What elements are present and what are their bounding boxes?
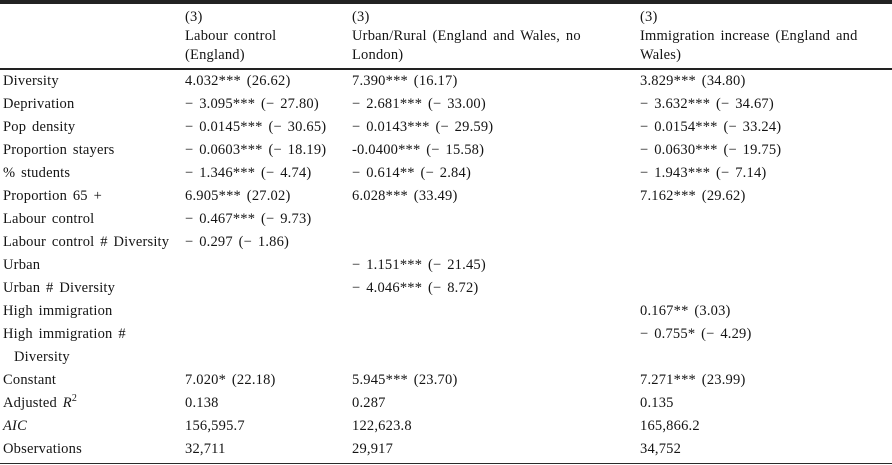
table-row-pop-density: Pop density − 0.0145*** (− 30.65) − 0.01…	[0, 116, 892, 139]
table-row-labour-control: Labour control − 0.467*** (− 9.73)	[0, 208, 892, 231]
row-label: Pop density	[3, 119, 76, 135]
row-label-line2: Diversity	[14, 349, 70, 365]
row-label: Constant	[3, 372, 57, 388]
cell-model1: − 0.297 (− 1.86)	[185, 234, 290, 250]
cell-model1: 4.032*** (26.62)	[185, 73, 291, 89]
model-name-line2: London)	[352, 47, 404, 63]
cell-model3: − 3.632*** (− 34.67)	[640, 96, 774, 112]
header-divider-rule	[0, 68, 892, 70]
table-row-aic: AIC 156,595.7 122,623.8 165,866.2	[0, 415, 892, 438]
table-top-rule	[0, 0, 892, 4]
cell-model3: − 0.0630*** (− 19.75)	[640, 142, 782, 158]
cell-model3: 165,866.2	[640, 418, 700, 434]
table-row-high-immigration-diversity: High immigration # Diversity − 0.755* (−…	[0, 323, 892, 369]
row-label: Proportion 65 +	[3, 188, 102, 204]
cell-model2: − 2.681*** (− 33.00)	[352, 96, 486, 112]
table-row-observations: Observations 32,711 29,917 34,752	[0, 438, 892, 461]
row-label: Observations	[3, 441, 82, 457]
model-name-line1: Immigration increase (England and	[640, 28, 858, 44]
cell-model3: − 0.0154*** (− 33.24)	[640, 119, 782, 135]
table-row-pct-students: % students − 1.346*** (− 4.74) − 0.614**…	[0, 162, 892, 185]
row-label-r: R	[62, 395, 72, 411]
cell-model2: − 4.046*** (− 8.72)	[352, 280, 479, 296]
table-row-constant: Constant 7.020* (22.18) 5.945*** (23.70)…	[0, 369, 892, 392]
cell-model2: -0.0400*** (− 15.58)	[352, 142, 485, 158]
row-label: Proportion stayers	[3, 142, 115, 158]
cell-model1: 0.138	[185, 395, 219, 411]
row-label-prefix: Adjusted	[3, 395, 63, 411]
row-label: High immigration	[3, 303, 113, 319]
row-label: Urban # Diversity	[3, 280, 116, 296]
model-name-line2: (England)	[185, 47, 245, 63]
table-row-proportion-stayers: Proportion stayers − 0.0603*** (− 18.19)…	[0, 139, 892, 162]
cell-model2: − 0.614** (− 2.84)	[352, 165, 471, 181]
model-name-line2: Wales)	[640, 47, 682, 63]
model-name-line1: Labour control	[185, 28, 277, 44]
table-header: (3) Labour control (England) (3) Urban/R…	[0, 4, 892, 68]
table-body: Diversity 4.032*** (26.62) 7.390*** (16.…	[0, 70, 892, 461]
header-model-urban: (3) Urban/Rural (England and Wales, no L…	[352, 8, 640, 65]
cell-model3: 0.135	[640, 395, 674, 411]
cell-model2: − 1.151*** (− 21.45)	[352, 257, 486, 273]
row-label: Labour control # Diversity	[3, 234, 170, 250]
cell-model2: 0.287	[352, 395, 386, 411]
table-row-labour-control-diversity: Labour control # Diversity − 0.297 (− 1.…	[0, 231, 892, 254]
table-bottom-rule	[0, 463, 892, 465]
row-label: Urban	[3, 257, 41, 273]
row-label: AIC	[3, 418, 27, 434]
row-label: High immigration # Diversity	[0, 323, 185, 368]
table-row-urban: Urban − 1.151*** (− 21.45)	[0, 254, 892, 277]
model-number: (3)	[640, 9, 658, 25]
row-label-superscript: 2	[71, 393, 77, 405]
model-name-line1: Urban/Rural (England and Wales, no	[352, 28, 581, 44]
cell-model3: − 0.755* (− 4.29)	[640, 326, 752, 342]
cell-model2: − 0.0143*** (− 29.59)	[352, 119, 494, 135]
cell-model3: 0.167** (3.03)	[640, 303, 731, 319]
table-row-adjusted-r2: Adjusted R2 0.138 0.287 0.135	[0, 392, 892, 415]
row-label: Adjusted R2	[0, 392, 185, 415]
cell-model1: − 0.467*** (− 9.73)	[185, 211, 312, 227]
cell-model3: 3.829*** (34.80)	[640, 73, 746, 89]
cell-model2: 29,917	[352, 441, 394, 457]
row-label-line1: High immigration #	[3, 326, 126, 342]
cell-model1: − 0.0145*** (− 30.65)	[185, 119, 327, 135]
table-row-proportion-65plus: Proportion 65 + 6.905*** (27.02) 6.028**…	[0, 185, 892, 208]
cell-model1: − 3.095*** (− 27.80)	[185, 96, 319, 112]
model-number: (3)	[185, 9, 203, 25]
header-model-immigration: (3) Immigration increase (England and Wa…	[640, 8, 892, 65]
cell-model2: 122,623.8	[352, 418, 412, 434]
cell-model2: 6.028*** (33.49)	[352, 188, 458, 204]
table-row-diversity: Diversity 4.032*** (26.62) 7.390*** (16.…	[0, 70, 892, 93]
cell-model1: 7.020* (22.18)	[185, 372, 276, 388]
cell-model2: 5.945*** (23.70)	[352, 372, 458, 388]
cell-model2: 7.390*** (16.17)	[352, 73, 458, 89]
model-number: (3)	[352, 9, 370, 25]
cell-model3: 7.162*** (29.62)	[640, 188, 746, 204]
cell-model1: 6.905*** (27.02)	[185, 188, 291, 204]
cell-model1: 32,711	[185, 441, 226, 457]
table-row-high-immigration: High immigration 0.167** (3.03)	[0, 300, 892, 323]
row-label: Diversity	[3, 73, 59, 89]
table-row-deprivation: Deprivation − 3.095*** (− 27.80) − 2.681…	[0, 93, 892, 116]
cell-model3: 7.271*** (23.99)	[640, 372, 746, 388]
cell-model3: 34,752	[640, 441, 682, 457]
row-label: Labour control	[3, 211, 95, 227]
cell-model1: 156,595.7	[185, 418, 245, 434]
header-model-labour: (3) Labour control (England)	[185, 8, 352, 65]
cell-model1: − 1.346*** (− 4.74)	[185, 165, 312, 181]
row-label: % students	[3, 165, 71, 181]
cell-model3: − 1.943*** (− 7.14)	[640, 165, 767, 181]
cell-model1: − 0.0603*** (− 18.19)	[185, 142, 327, 158]
table-row-urban-diversity: Urban # Diversity − 4.046*** (− 8.72)	[0, 277, 892, 300]
row-label: Deprivation	[3, 96, 75, 112]
